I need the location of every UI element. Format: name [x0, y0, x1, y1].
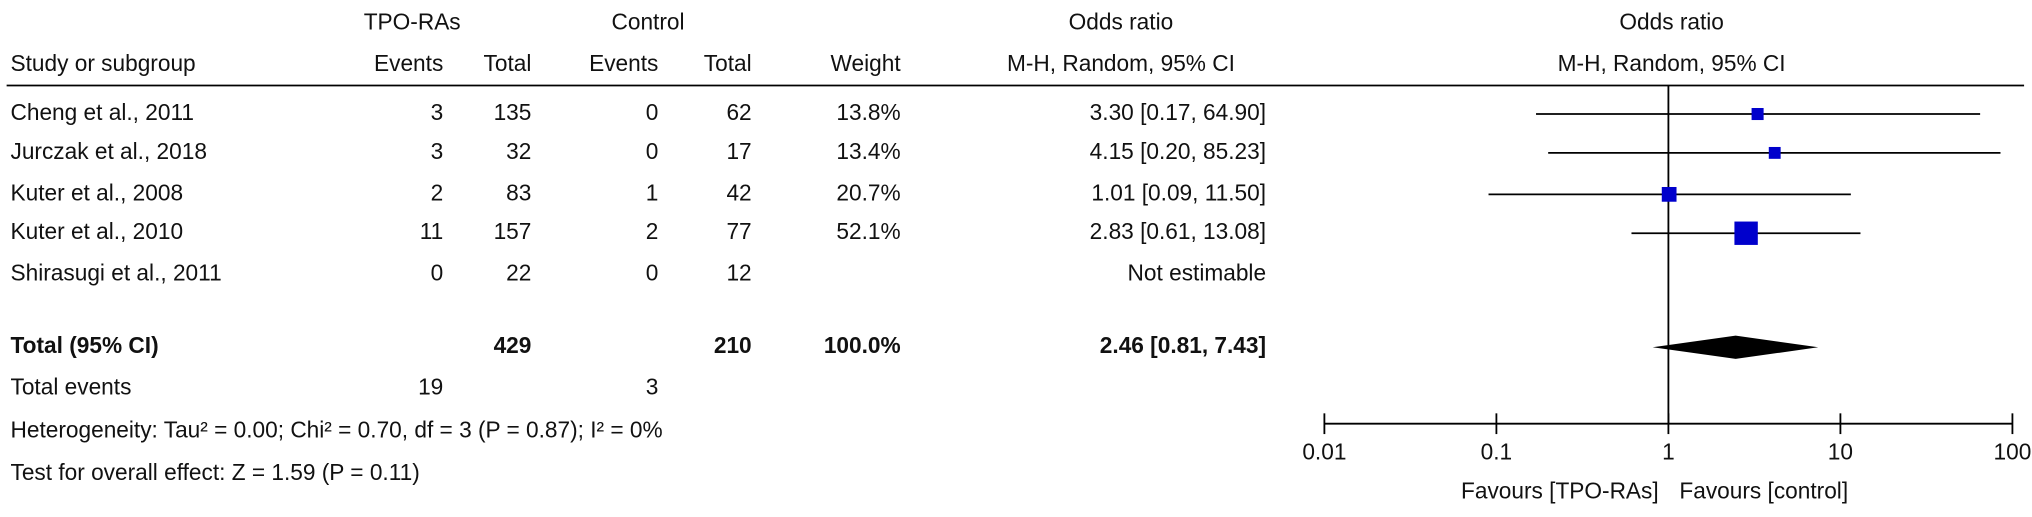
cell: 83 — [506, 179, 531, 205]
favours-right: Favours [control] — [1679, 477, 1848, 503]
cell: 12 — [726, 260, 751, 286]
cell: 4.15 [0.20, 85.23] — [1090, 138, 1266, 164]
cell: 11 — [420, 218, 444, 244]
or-header: Odds ratio — [1069, 8, 1174, 34]
cell: 17 — [726, 138, 751, 164]
total-events-label: Total events — [11, 374, 132, 400]
cell: 0 — [646, 138, 659, 164]
study-name: Kuter et al., 2008 — [11, 179, 184, 205]
cell: 32 — [506, 138, 531, 164]
total-weight: 100.0% — [824, 332, 901, 358]
total-count: 429 — [494, 332, 532, 358]
or-square — [1751, 108, 1764, 121]
x-tick-label: 10 — [1828, 438, 1853, 464]
cell: 2.83 [0.61, 13.08] — [1090, 218, 1266, 244]
heterogeneity: Heterogeneity: Tau² = 0.00; Chi² = 0.70,… — [11, 416, 663, 442]
cell: 3.30 [0.17, 64.90] — [1090, 99, 1266, 125]
cell: 3 — [431, 99, 444, 125]
cell: 2 — [646, 218, 659, 244]
cell: Not estimable — [1128, 260, 1267, 286]
group-header: Control — [611, 8, 684, 34]
cell: 3 — [431, 138, 444, 164]
column-header: Events — [589, 50, 658, 76]
overall-effect: Test for overall effect: Z = 1.59 (P = 0… — [11, 459, 420, 485]
favours-left: Favours [TPO-RAs] — [1461, 477, 1659, 503]
cell: 42 — [726, 179, 751, 205]
total-events: 3 — [646, 374, 659, 400]
cell: 13.8% — [836, 99, 900, 125]
plot-subtitle: M-H, Random, 95% CI — [1558, 50, 1786, 76]
total-diamond — [1652, 335, 1819, 359]
cell: 1 — [646, 179, 659, 205]
cell: 13.4% — [836, 138, 900, 164]
cell: 0 — [646, 260, 659, 286]
or-square — [1661, 186, 1677, 202]
study-name: Jurczak et al., 2018 — [11, 138, 207, 164]
x-tick-label: 100 — [1994, 438, 2032, 464]
x-tick-label: 0.01 — [1302, 438, 1346, 464]
or-square — [1734, 221, 1758, 245]
column-header: Total — [704, 50, 752, 76]
column-header: Events — [374, 50, 443, 76]
cell: 0 — [646, 99, 659, 125]
total-count: 210 — [714, 332, 752, 358]
cell: 0 — [431, 260, 444, 286]
group-header: TPO-RAs — [364, 8, 461, 34]
total-or: 2.46 [0.81, 7.43] — [1100, 332, 1266, 358]
or-square — [1768, 146, 1781, 159]
cell: 157 — [494, 218, 532, 244]
total-events: 19 — [418, 374, 443, 400]
cell: 20.7% — [836, 179, 900, 205]
total-label: Total (95% CI) — [11, 332, 159, 358]
cell: 62 — [726, 99, 751, 125]
cell: 22 — [506, 260, 531, 286]
plot-title: Odds ratio — [1619, 8, 1724, 34]
x-tick-label: 1 — [1662, 438, 1675, 464]
column-header: Study or subgroup — [11, 50, 196, 76]
column-header: Total — [484, 50, 532, 76]
study-name: Shirasugi et al., 2011 — [11, 260, 222, 286]
cell: 2 — [431, 179, 444, 205]
study-name: Cheng et al., 2011 — [11, 99, 194, 125]
cell: 1.01 [0.09, 11.50] — [1091, 179, 1266, 205]
cell: 77 — [726, 218, 751, 244]
cell: 52.1% — [836, 218, 900, 244]
x-tick-label: 0.1 — [1481, 438, 1512, 464]
column-header: Weight — [831, 50, 902, 76]
column-header: M-H, Random, 95% CI — [1007, 50, 1235, 76]
cell: 135 — [494, 99, 532, 125]
study-name: Kuter et al., 2010 — [11, 218, 184, 244]
